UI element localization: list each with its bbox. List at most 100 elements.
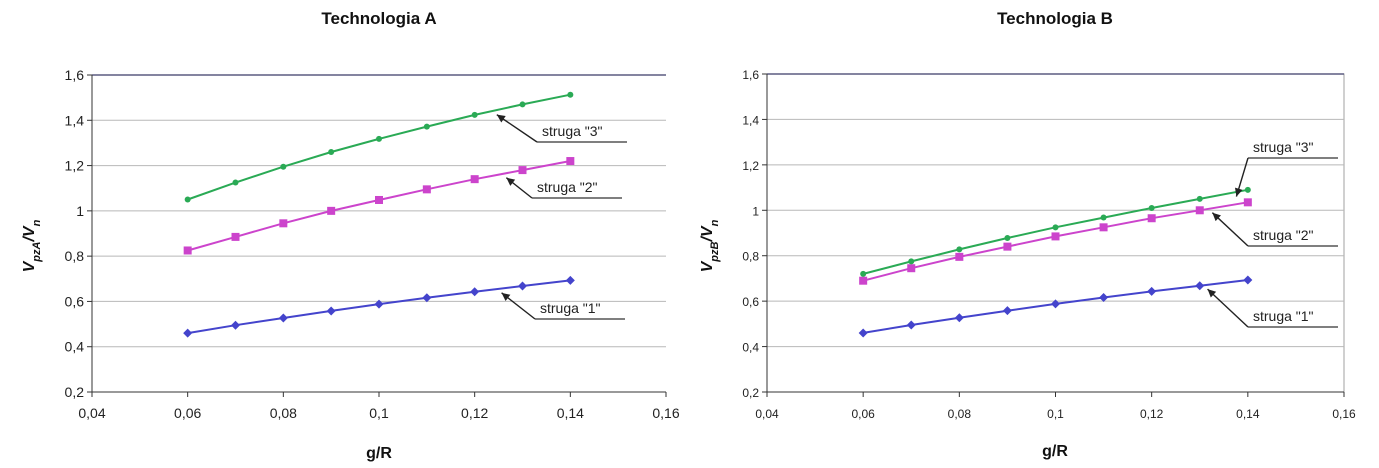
data-point-diamond [374, 299, 384, 309]
x-tick-label: 0,12 [1140, 407, 1164, 421]
chart-title: Technologia A [321, 9, 436, 28]
y-tick-label: 0,2 [742, 386, 759, 400]
data-point-square [566, 157, 575, 166]
data-point-dot [184, 196, 191, 203]
data-point-dot [328, 148, 335, 155]
data-point-dot [1148, 205, 1155, 212]
data-point-dot [232, 179, 239, 186]
y-tick-label: 1,4 [742, 113, 759, 127]
annotation-arrow-head [1207, 289, 1217, 298]
data-point-dot [1196, 195, 1203, 202]
data-point-square [422, 185, 431, 194]
annotation-arrow-head [501, 292, 511, 301]
data-point-dot [1100, 214, 1107, 221]
x-tick-label: 0,06 [174, 405, 201, 421]
x-axis-label: g/R [366, 445, 392, 462]
y-tick-label: 1,6 [742, 68, 759, 82]
data-point-dot [908, 258, 915, 265]
y-tick-label: 0,8 [742, 250, 759, 264]
annotation-arrow-head [1212, 212, 1221, 222]
series-line-3 [862, 188, 1248, 275]
x-tick-label: 0,06 [851, 407, 875, 421]
data-point-square [375, 195, 383, 204]
data-point-diamond [278, 313, 288, 323]
data-point-diamond [231, 320, 240, 330]
y-tick-label: 1,6 [65, 67, 85, 83]
y-tick-label: 1,2 [65, 158, 85, 174]
series-line-2 [187, 160, 571, 252]
x-tick-label: 0,08 [948, 407, 972, 421]
data-point-diamond [422, 293, 432, 303]
data-point-dot [376, 135, 382, 142]
annotation-arrow-head [1234, 187, 1243, 197]
x-tick-label: 0,16 [1332, 407, 1356, 421]
data-point-square [1195, 206, 1204, 215]
y-axis-label: VpzB/Vn [699, 219, 721, 272]
annotation-label: struga "1" [540, 300, 601, 316]
annotation-arrow-line [1211, 212, 1249, 247]
annotation-label: struga "1" [1253, 308, 1314, 324]
y-tick-label: 0,6 [742, 295, 759, 309]
y-tick-label: 1,4 [65, 112, 85, 128]
y-tick-label: 1 [76, 203, 84, 219]
data-point-dot [280, 163, 287, 170]
annotation-arrow-head [506, 177, 516, 186]
x-tick-label: 0,04 [78, 405, 105, 421]
data-point-diamond [565, 275, 575, 285]
data-point-square [470, 175, 479, 184]
data-point-square [955, 252, 964, 261]
data-point-diamond [518, 281, 527, 291]
x-tick-label: 0,1 [369, 405, 389, 421]
data-point-square [1051, 232, 1060, 241]
data-point-dot [1004, 234, 1011, 241]
data-point-diamond [326, 306, 336, 316]
data-point-square [1243, 198, 1252, 207]
data-point-square [1003, 242, 1012, 251]
chart-title: Technologia B [997, 9, 1113, 28]
x-tick-label: 0,14 [1236, 407, 1260, 421]
data-point-diamond [1147, 286, 1157, 296]
data-point-square [907, 264, 916, 273]
data-point-square [518, 166, 527, 175]
data-point-square [279, 219, 288, 228]
data-point-dot [1244, 186, 1251, 193]
chart-technologia-a: 0,2 0,4 0,6 0,8 1 1,2 1,4 1,6 0,04 0,06 0,08 0,1 0,1… [21, 9, 680, 462]
annotation-label: struga "3" [542, 123, 603, 139]
x-axis-label: g/R [1042, 443, 1068, 460]
data-point-diamond [470, 287, 480, 297]
y-tick-label: 0,2 [65, 384, 85, 400]
data-point-dot [1052, 224, 1059, 231]
x-tick-label: 0,04 [755, 407, 779, 421]
data-point-diamond [1195, 281, 1205, 291]
data-point-diamond [858, 328, 868, 338]
data-point-dot [956, 246, 963, 253]
data-point-diamond [1099, 293, 1109, 303]
data-point-dot [519, 101, 526, 108]
chart-technologia-b: 0,2 0,4 0,6 0,8 1 1,2 1,4 1,6 0,04 0,06 0,08 0,1 0,1… [699, 9, 1356, 460]
data-point-diamond [1051, 299, 1060, 309]
x-tick-label: 0,1 [1047, 407, 1064, 421]
annotation-label: struga "3" [1253, 139, 1314, 155]
data-point-dot [860, 270, 867, 277]
y-tick-label: 0,4 [65, 339, 85, 355]
y-axis-label: VpzA/Vn [21, 219, 43, 272]
data-point-diamond [1002, 306, 1012, 316]
data-point-square [1147, 214, 1156, 223]
y-tick-label: 0,6 [65, 293, 85, 309]
data-point-diamond [906, 320, 916, 330]
annotation-arrow-head [496, 114, 506, 123]
data-point-diamond [954, 313, 964, 323]
data-point-dot [567, 91, 574, 98]
data-point-square [231, 232, 240, 241]
x-tick-label: 0,08 [270, 405, 297, 421]
data-point-square [327, 206, 336, 215]
x-tick-label: 0,14 [557, 405, 584, 421]
annotation-label: struga "2" [1253, 227, 1314, 243]
data-point-square [1099, 223, 1108, 232]
annotation-label: struga "2" [537, 179, 598, 195]
data-point-square [859, 276, 868, 285]
data-point-diamond [1243, 275, 1253, 285]
x-tick-label: 0,16 [652, 405, 679, 421]
data-point-dot [471, 111, 478, 118]
